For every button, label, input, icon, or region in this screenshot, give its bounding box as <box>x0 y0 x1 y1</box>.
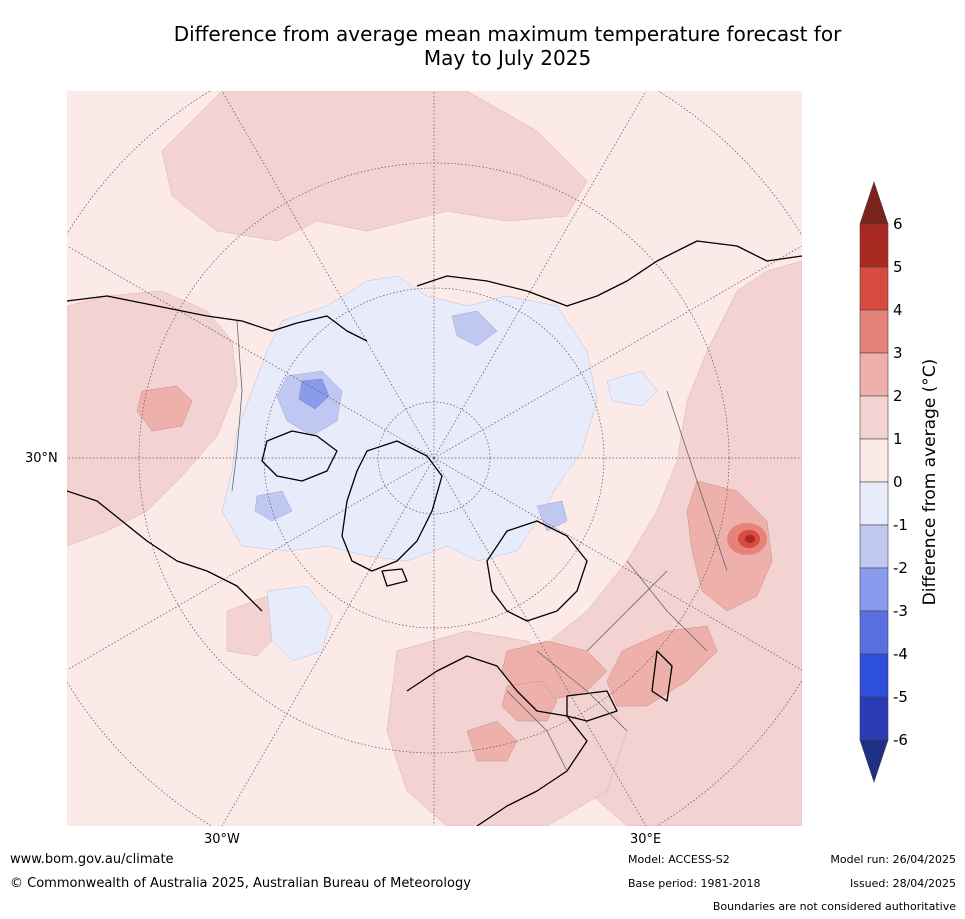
colorbar-segment <box>859 309 889 354</box>
colorbar-extend-min <box>859 739 889 783</box>
anomaly-region-atlantic-cool <box>266 585 333 662</box>
colorbar-segment <box>859 481 889 526</box>
anomaly-region-arctic-cool <box>221 275 598 562</box>
coast-europe <box>406 655 588 826</box>
anomaly-hotspot-5 <box>745 535 755 543</box>
colorbar-segment <box>859 696 889 741</box>
anomaly-core-svalbard <box>451 310 498 347</box>
colorbar-segment <box>859 610 889 655</box>
colorbar-tick-label: 5 <box>893 258 903 276</box>
label-lon-30w: 30°W <box>204 832 240 847</box>
graticule <box>67 91 802 826</box>
map-title: Difference from average mean maximum tem… <box>60 22 955 70</box>
anomaly-core-alaska <box>136 385 193 432</box>
model-name: Model: ACCESS-S2 <box>628 853 730 866</box>
colorbar-segment <box>859 223 889 268</box>
colorbar-tick-label: 4 <box>893 301 903 319</box>
colorbar <box>859 181 889 783</box>
anomaly-region-pacific-north <box>161 91 588 242</box>
colorbar-tick-label: -4 <box>893 645 908 663</box>
colorbar-segment <box>859 438 889 483</box>
anomaly-core-balkans <box>501 680 558 722</box>
colorbar-segment <box>859 524 889 569</box>
coastlines <box>67 240 802 826</box>
coast-iceland <box>381 568 408 587</box>
colorbar-extend-max <box>859 181 889 225</box>
issued-date: Issued: 28/04/2025 <box>849 877 956 890</box>
colorbar-tick-label: -3 <box>893 602 908 620</box>
anomaly-region-atlantic-pink <box>226 595 283 657</box>
label-lon-30e: 30°E <box>630 832 662 847</box>
anomaly-core-canada-north <box>254 490 293 522</box>
model-run-date: Model run: 26/04/2025 <box>830 853 956 866</box>
colorbar-tick-label: 0 <box>893 473 903 491</box>
title-line-1: Difference from average mean maximum tem… <box>173 22 842 46</box>
anomaly-region-siberia-cool <box>606 370 658 407</box>
colorbar-tick-label: -2 <box>893 559 908 577</box>
colorbar-tick-label: 2 <box>893 387 903 405</box>
website-link[interactable]: www.bom.gov.au/climate <box>10 852 174 867</box>
colorbar-segment <box>859 395 889 440</box>
colorbar-tick-label: 1 <box>893 430 903 448</box>
base-period: Base period: 1981-2018 <box>628 877 761 890</box>
coast-canadian-arctic <box>261 430 338 482</box>
coast-north-america <box>67 295 368 612</box>
colorbar-segment <box>859 266 889 311</box>
coast-siberia <box>416 240 802 307</box>
anomaly-core-iberia <box>466 720 518 762</box>
temperature-anomaly-map <box>67 91 802 826</box>
colorbar-tick-label: -5 <box>893 688 908 706</box>
colorbar-segment <box>859 653 889 698</box>
copyright-text: © Commonwealth of Australia 2025, Austra… <box>10 876 471 891</box>
colorbar-segment <box>859 352 889 397</box>
boundaries-disclaimer: Boundaries are not considered authoritat… <box>712 900 956 913</box>
country-borders <box>231 320 728 772</box>
anomaly-core-baffin <box>298 378 330 410</box>
colorbar-segment <box>859 567 889 612</box>
colorbar-tick-label: -1 <box>893 516 908 534</box>
anomaly-core-caspian <box>606 625 718 707</box>
coast-greenland <box>341 440 443 572</box>
colorbar-tick-label: 3 <box>893 344 903 362</box>
coast-black-sea <box>566 690 618 722</box>
colorbar-tick-label: -6 <box>893 731 908 749</box>
label-lat-30n: 30°N <box>25 451 58 466</box>
colorbar-tick-label: 6 <box>893 215 903 233</box>
coast-scandinavia <box>486 520 588 622</box>
coast-caspian <box>651 650 673 702</box>
anomaly-core-barents <box>536 500 568 532</box>
title-line-2: May to July 2025 <box>423 46 592 70</box>
